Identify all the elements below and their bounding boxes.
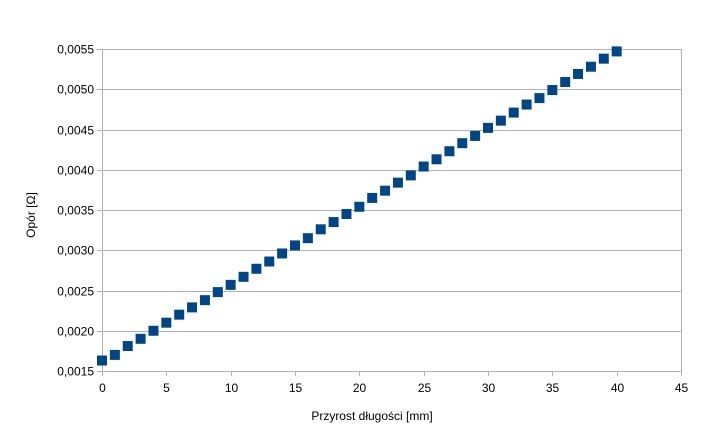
y-axis-title: Opór [Ω] <box>24 192 38 238</box>
y-tick-label: 0,0015 <box>57 365 94 379</box>
y-tick-labels: 0,0015 0,0020 0,0025 0,0030 0,0035 0,0040 0,00… <box>57 43 94 379</box>
data-point <box>302 233 313 244</box>
x-tick-label: 5 <box>163 381 170 395</box>
data-point <box>444 146 455 157</box>
data-point <box>470 130 481 141</box>
y-tick-label: 0,0040 <box>57 164 94 178</box>
data-point <box>547 85 558 96</box>
x-tick-label: 0 <box>99 381 106 395</box>
x-tick-label: 25 <box>418 381 432 395</box>
data-point <box>109 349 120 360</box>
data-point <box>354 201 365 212</box>
x-tick-label: 40 <box>611 381 625 395</box>
data-point <box>611 46 622 57</box>
data-point <box>418 161 429 172</box>
y-tick-label: 0,0030 <box>57 244 94 258</box>
data-point <box>264 256 275 267</box>
data-point <box>508 107 519 118</box>
y-tick-label: 0,0020 <box>57 325 94 339</box>
data-point <box>341 209 352 220</box>
x-axis-title: Przyrost długości [mm] <box>311 409 432 423</box>
y-tick-label: 0,0035 <box>57 204 94 218</box>
data-point <box>199 295 210 306</box>
x-tick-label: 10 <box>225 381 239 395</box>
data-point <box>290 240 300 251</box>
data-point <box>135 333 146 344</box>
data-point <box>122 341 133 352</box>
data-point <box>585 61 596 72</box>
data-point <box>431 154 442 165</box>
data-point <box>598 53 609 64</box>
y-tick-label: 0,0050 <box>57 83 94 97</box>
data-point <box>534 93 545 104</box>
data-point <box>187 302 198 313</box>
data-point <box>212 287 223 298</box>
data-points <box>97 46 622 366</box>
data-point <box>238 271 249 282</box>
x-tick-label: 20 <box>353 381 367 395</box>
y-tick-label: 0,0055 <box>57 43 94 57</box>
y-tick-label: 0,0025 <box>57 285 94 299</box>
x-tick-label: 45 <box>675 381 689 395</box>
data-point <box>97 355 107 366</box>
data-point <box>174 309 185 320</box>
x-tick-label: 35 <box>546 381 560 395</box>
data-point <box>315 224 326 235</box>
axes <box>102 49 682 376</box>
data-point <box>277 248 288 259</box>
data-point <box>405 170 416 181</box>
data-point <box>495 115 506 126</box>
data-point <box>560 77 571 88</box>
x-tick-label: 30 <box>482 381 496 395</box>
data-point <box>367 192 378 203</box>
data-point <box>161 317 172 328</box>
data-point <box>225 279 236 290</box>
data-point <box>251 263 262 274</box>
x-tick-labels: 0 5 10 15 20 25 30 35 40 45 <box>99 381 688 395</box>
y-tick-label: 0,0045 <box>57 124 94 138</box>
data-point <box>521 99 532 110</box>
data-point <box>148 325 159 336</box>
data-point <box>457 138 468 149</box>
data-point <box>380 185 391 196</box>
data-point <box>328 217 339 228</box>
data-point <box>573 68 584 79</box>
data-point <box>392 177 403 188</box>
gridlines <box>97 49 681 372</box>
data-point <box>483 122 493 133</box>
x-tick-label: 15 <box>289 381 303 395</box>
